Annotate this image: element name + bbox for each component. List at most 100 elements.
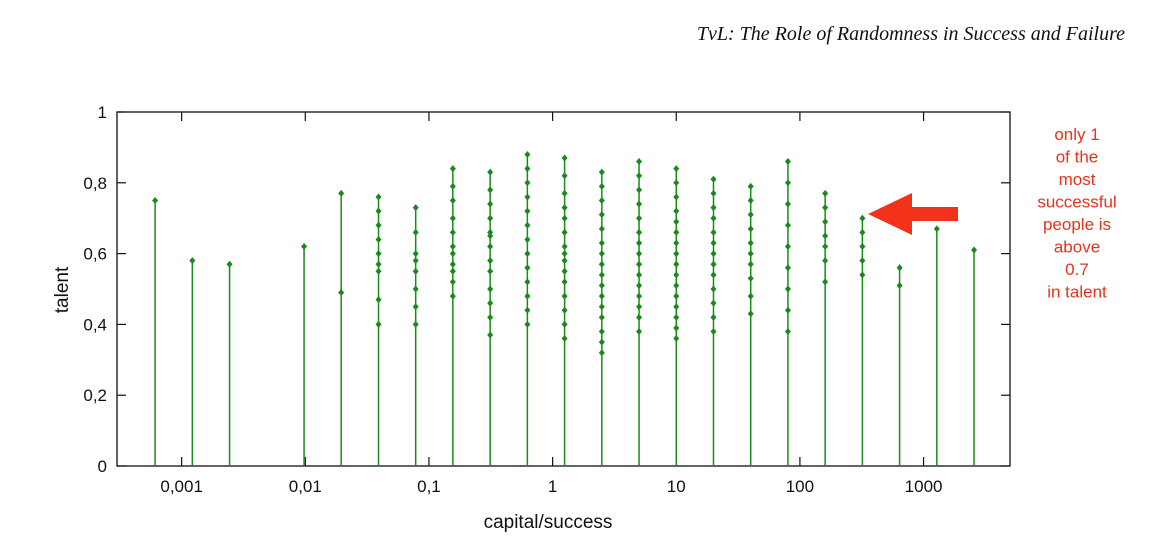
- annotation: only 1: [1054, 125, 1099, 144]
- point: [487, 232, 494, 240]
- point: [784, 200, 791, 208]
- point: [561, 243, 568, 251]
- y-tick-label: 1: [98, 103, 107, 122]
- point: [636, 228, 643, 236]
- point: [561, 320, 568, 328]
- point: [636, 327, 643, 335]
- point: [710, 204, 717, 212]
- point: [524, 150, 531, 158]
- point: [449, 292, 456, 300]
- point: [710, 285, 717, 293]
- point: [449, 243, 456, 251]
- point: [561, 335, 568, 343]
- point: [375, 296, 382, 304]
- point: [487, 331, 494, 339]
- point: [673, 303, 680, 311]
- point: [375, 221, 382, 229]
- point: [636, 281, 643, 289]
- x-tick-label: 1: [548, 477, 557, 496]
- point: [449, 214, 456, 222]
- x-tick-label: 0,001: [160, 477, 203, 496]
- point: [598, 197, 605, 204]
- point: [375, 250, 382, 258]
- point: [784, 179, 791, 187]
- point: [636, 260, 643, 268]
- point: [822, 243, 829, 251]
- point: [338, 289, 345, 297]
- point: [375, 207, 382, 215]
- point: [710, 260, 717, 268]
- point: [673, 193, 680, 201]
- point: [598, 239, 605, 247]
- point: [189, 257, 196, 265]
- plot-frame: [116, 111, 1011, 467]
- y-tick-label: 0: [98, 457, 107, 476]
- point: [896, 264, 903, 272]
- point: [524, 207, 531, 215]
- arrow: [868, 193, 958, 235]
- point: [598, 349, 605, 357]
- point: [636, 158, 643, 166]
- point: [487, 267, 494, 275]
- point: [487, 186, 494, 194]
- point: [524, 278, 531, 286]
- point: [598, 271, 605, 279]
- point: [524, 250, 531, 258]
- point: [822, 189, 829, 197]
- point: [598, 303, 605, 311]
- point: [636, 186, 643, 194]
- point: [636, 239, 643, 247]
- point: [449, 267, 456, 275]
- point: [784, 221, 791, 229]
- point: [673, 250, 680, 258]
- point: [524, 165, 531, 173]
- point: [636, 172, 643, 180]
- point: [598, 211, 605, 219]
- point: [412, 250, 419, 258]
- point: [784, 264, 791, 272]
- point: [673, 228, 680, 236]
- point: [524, 179, 531, 187]
- point: [561, 292, 568, 300]
- point: [673, 218, 680, 226]
- point: [710, 228, 717, 236]
- x-tick-label: 0,1: [417, 477, 441, 496]
- point: [784, 327, 791, 335]
- point: [487, 214, 494, 222]
- point: [487, 243, 494, 251]
- point: [487, 228, 494, 236]
- point: [598, 260, 605, 268]
- point: [598, 168, 605, 176]
- point: [822, 218, 829, 226]
- point: [561, 306, 568, 314]
- point: [822, 257, 829, 265]
- annotation: of the: [1056, 148, 1099, 167]
- point: [636, 250, 643, 258]
- point: [375, 320, 382, 328]
- point: [449, 197, 456, 204]
- point: [784, 306, 791, 314]
- point: [636, 313, 643, 321]
- point: [710, 189, 717, 197]
- y-tick-label: 0,8: [83, 174, 107, 193]
- point: [412, 303, 419, 311]
- point: [747, 292, 754, 300]
- x-tick-label: 100: [786, 477, 814, 496]
- point: [449, 182, 456, 190]
- point: [561, 204, 568, 212]
- point: [636, 214, 643, 222]
- point: [598, 313, 605, 321]
- point: [561, 214, 568, 222]
- point: [784, 285, 791, 293]
- point: [747, 274, 754, 282]
- point: [598, 182, 605, 190]
- point: [412, 228, 419, 236]
- point: [784, 243, 791, 251]
- point: [673, 281, 680, 289]
- point: [673, 271, 680, 279]
- point: [673, 207, 680, 215]
- point: [487, 168, 494, 176]
- point: [412, 285, 419, 293]
- point: [636, 200, 643, 208]
